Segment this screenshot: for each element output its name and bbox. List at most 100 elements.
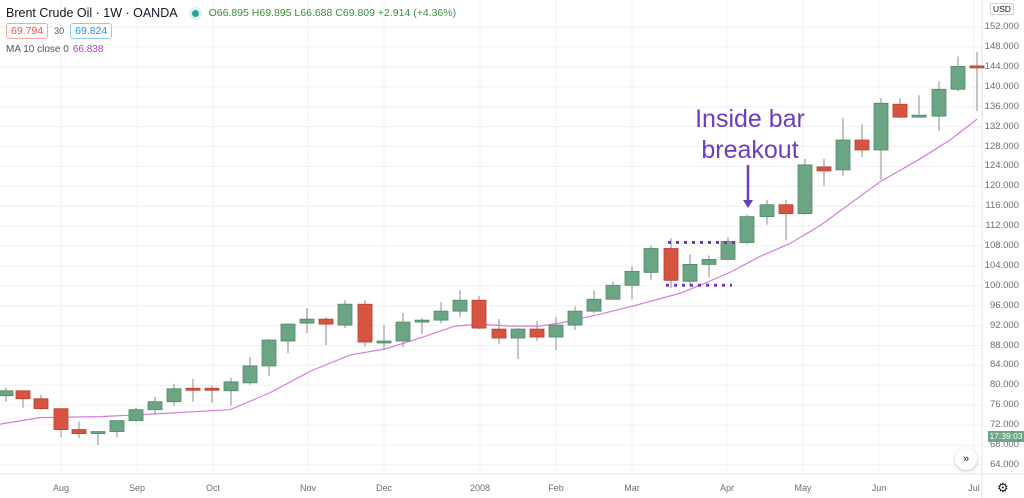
candle [128, 407, 144, 422]
time-tick-label: Aug [52, 483, 70, 493]
time-tick-label: Nov [299, 483, 317, 493]
candle [701, 255, 717, 278]
price-tick-label: 104.000 [984, 259, 1019, 271]
candle [586, 290, 602, 314]
time-tick-label: Feb [548, 483, 564, 493]
candle [90, 431, 106, 445]
candle [911, 95, 927, 118]
symbol-title[interactable]: Brent Crude Oil · 1W · OANDA [6, 6, 178, 20]
candle [376, 325, 392, 350]
candle [280, 323, 296, 353]
indicator-value: 66.838 [72, 43, 104, 55]
ohlc-values: O66.895 H69.895 L66.688 C69.809 +2.914 (… [208, 7, 457, 19]
time-tick-label: May [794, 483, 812, 493]
price-tick-label: 112.000 [985, 220, 1019, 232]
candle [529, 321, 545, 342]
candle [797, 158, 813, 215]
gear-icon[interactable]: ⚙ [997, 480, 1009, 495]
indicator-label[interactable]: MA 10 close 0 [6, 43, 69, 55]
time-tick-label: Apr [719, 483, 735, 493]
candle [109, 420, 125, 438]
price-tick-label: 72.000 [989, 419, 1019, 431]
candle [15, 390, 31, 408]
candle [395, 313, 411, 347]
candle [682, 254, 698, 287]
price-tick-label: 152.000 [984, 21, 1019, 33]
price-tick-label: 80.000 [989, 379, 1019, 391]
candle [873, 98, 889, 180]
time-tick-label: Jul [968, 483, 980, 493]
candle [950, 56, 966, 92]
candle [242, 356, 258, 385]
candle [0, 387, 14, 402]
price-tick-label: 120.000 [984, 180, 1019, 192]
candle [491, 319, 507, 345]
time-tick-label: 2008 [469, 483, 491, 493]
candle [185, 378, 201, 402]
double-chevron-right-icon[interactable]: » [955, 448, 977, 470]
price-tick-label: 148.000 [984, 41, 1019, 52]
price-tick-label: 108.000 [984, 240, 1019, 251]
candle [299, 308, 315, 334]
candle [835, 118, 851, 176]
price-tick-label: 136.000 [984, 100, 1019, 112]
candle [33, 394, 49, 410]
candle [931, 81, 947, 132]
market-status-icon [191, 9, 199, 17]
candle [778, 199, 794, 241]
price-tick-label: 96.000 [989, 299, 1019, 311]
price-tick-label: 116.000 [985, 200, 1019, 212]
annotation-text: Inside bar breakout [695, 105, 805, 164]
buy-price-button[interactable]: 69.824 [70, 23, 113, 39]
candle [452, 290, 468, 318]
candle [624, 266, 640, 300]
time-tick-label: Oct [205, 483, 221, 493]
candle [605, 281, 621, 300]
price-tick-label: 140.000 [984, 80, 1019, 92]
candle [854, 124, 870, 157]
candle [147, 396, 163, 415]
candle [663, 238, 679, 289]
price-tick-label: 100.000 [984, 279, 1019, 291]
spread-value: 30 [54, 26, 65, 36]
price-tick-label: 64.000 [989, 458, 1019, 470]
candle [357, 300, 373, 347]
price-tick-label: 92.000 [989, 319, 1019, 331]
price-tick-label: 84.000 [989, 359, 1019, 371]
candle [720, 237, 736, 261]
candle [433, 302, 449, 324]
time-tick-label: Mar [624, 483, 640, 493]
time-tick-label: Dec [375, 483, 393, 493]
sell-price-button[interactable]: 69.794 [6, 23, 49, 39]
price-tick-label: 144.000 [984, 60, 1019, 72]
price-tick-label: 124.000 [984, 160, 1019, 172]
candle [548, 317, 564, 350]
candle [969, 51, 985, 112]
chart-legend: Brent Crude Oil · 1W · OANDA O66.895 H69… [6, 4, 456, 58]
candle [567, 306, 583, 331]
countdown-label: 17:39:03 [988, 431, 1024, 442]
price-tick-label: 132.000 [984, 120, 1019, 132]
time-tick-label: Sep [128, 483, 146, 493]
candle [892, 98, 908, 119]
candle [318, 317, 334, 346]
candle [223, 377, 239, 406]
candle [510, 328, 526, 359]
price-tick-label: 128.000 [984, 140, 1019, 152]
candle [53, 408, 69, 438]
candle [204, 385, 220, 403]
price-tick-label: 88.000 [989, 339, 1019, 351]
candle [471, 296, 487, 330]
candle [166, 383, 182, 406]
candle [414, 318, 430, 335]
candle [261, 339, 277, 376]
time-tick-label: Jun [871, 483, 887, 493]
candle [759, 199, 775, 225]
candle [816, 158, 832, 186]
candle [643, 245, 659, 281]
currency-label[interactable]: USD [990, 3, 1014, 15]
candle [71, 421, 87, 439]
candle [739, 214, 755, 245]
candle [337, 300, 353, 329]
